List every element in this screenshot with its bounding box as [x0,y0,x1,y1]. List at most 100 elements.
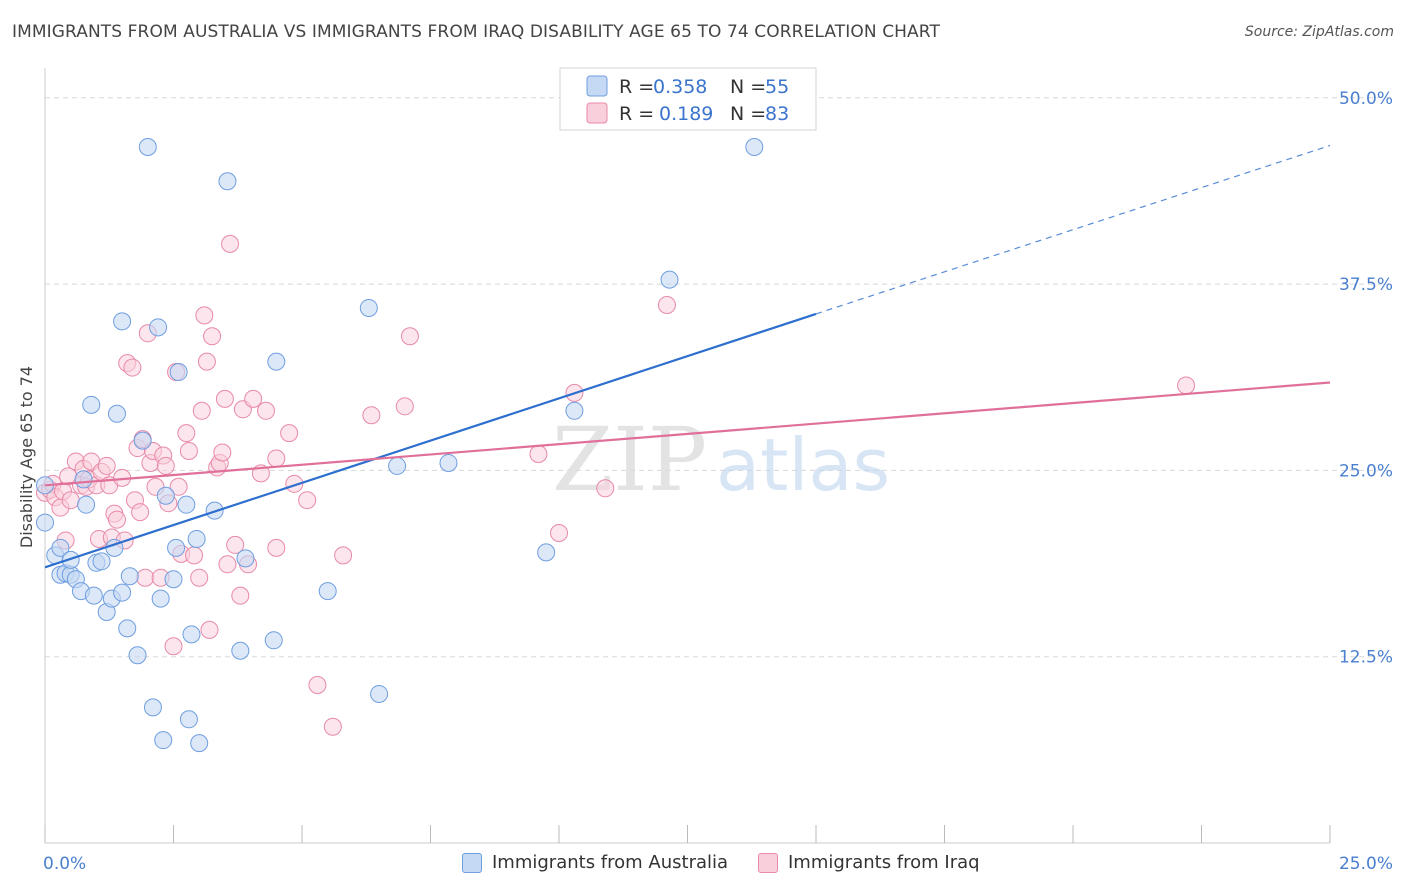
australia-point [133,431,152,450]
y-tick-label: 37.5% [1339,275,1393,295]
australia-point [82,395,101,414]
iraq-trend-line [44,381,1331,487]
australia-point [149,318,168,337]
australia-point [143,698,162,717]
australia-point [660,270,679,289]
iraq-point [107,510,126,529]
australia-point [745,137,764,156]
bottom-legend-label-australia: Immigrants from Australia [492,852,729,873]
australia-point [74,470,93,489]
bottom-legend-swatch-australia [462,852,482,873]
australia-point [113,583,132,602]
australia-point [439,453,458,472]
iraq-point [213,443,232,462]
x-ticks [44,825,1331,843]
y-tick-labels: 12.5% 25.0% 37.5% 50.0% [1339,89,1393,668]
iraq-point [529,445,548,464]
bottom-legend: Immigrants from Australia Immigrants fro… [0,852,1406,880]
iraq-point [164,637,183,656]
trend-lines [44,144,1331,569]
iraq-point [190,568,209,587]
x-tick-label: 0.0% [43,854,86,874]
iraq-point [267,449,286,468]
australia-point [138,137,157,156]
iraq-point [231,586,250,605]
australia-point [318,582,337,601]
y-tick-label: 12.5% [1339,648,1393,668]
legend-r-label-australia: R = [619,76,654,98]
x-tick-labels: 0.0% 25.0% [43,854,1393,874]
australia-point [388,456,407,475]
australia-point [169,363,188,382]
iraq-point [257,401,276,420]
australia-point [359,298,378,317]
x-tick-label: 25.0% [1339,854,1393,874]
iraq-point [362,406,381,425]
iraq-point [197,352,216,371]
legend-swatch-australia [586,75,608,97]
iraq-point [285,474,304,493]
australia-point [107,404,126,423]
iraq-point [195,306,214,325]
iraq-point [400,327,419,346]
iraq-point [185,546,204,565]
legend-r-label-iraq: R = [619,103,654,125]
bottom-legend-label-iraq: Immigrants from Iraq [788,852,980,873]
chart-title: IMMIGRANTS FROM AUSTRALIA VS IMMIGRANTS … [12,22,940,42]
bottom-legend-iraq: Immigrants from Iraq [758,852,980,873]
australia-point [77,495,96,514]
legend-n-value-iraq: 83 [765,103,789,125]
bottom-legend-australia: Immigrants from Australia [462,852,728,873]
watermark-zip: ZIP [552,408,707,511]
iraq-point [657,295,676,314]
australia-point [218,172,237,191]
iraq-point [200,620,219,639]
y-axis-label: Disability Age 65 to 74 [17,366,36,548]
iraq-point [334,546,353,565]
australia-point [182,625,201,644]
legend-n-label-iraq: N = [730,103,766,125]
bottom-legend-swatch-iraq [758,852,778,873]
australia-trend-line [44,312,817,569]
iraq-point [97,456,116,475]
iraq-point [203,327,222,346]
iraq-point [323,717,342,736]
iraq-point [244,389,263,408]
australia-point [267,352,286,371]
australia-point [128,646,147,665]
iraq-point [61,491,80,510]
australia-point [36,513,54,532]
iraq-point [226,535,245,554]
iraq-point [550,524,568,542]
watermark-atlas: atlas [716,423,890,507]
iraq-point [136,568,155,587]
legend: R = 0.358 N = 55 R = 0.189 N = 83 [559,67,817,131]
australia-point [565,401,584,420]
australia-point [120,567,139,586]
australia-point [118,619,137,638]
legend-n-label-australia: N = [730,76,766,98]
iraq-point [156,456,175,475]
australia-point [236,549,255,568]
iraq-point [221,234,240,253]
iraq-point [596,479,615,498]
australia-point [84,586,103,605]
australia-point [231,641,250,660]
australia-point [187,529,206,548]
australia-point [370,684,389,703]
iraq-point [179,442,198,461]
australia-point [92,552,111,571]
legend-r-value-iraq: 0.189 [659,103,713,125]
source-credit: Source: ZipAtlas.com [1244,24,1394,40]
iraq-point [280,424,299,443]
iraq-point [1177,376,1196,395]
australia-point [154,731,173,750]
iraq-point [192,401,211,420]
australia-point [51,538,70,557]
y-tick-label: 50.0% [1339,89,1393,109]
iraq-point [177,424,196,443]
iraq-point [308,676,327,695]
australia-point [164,570,183,589]
australia-point [537,543,556,562]
